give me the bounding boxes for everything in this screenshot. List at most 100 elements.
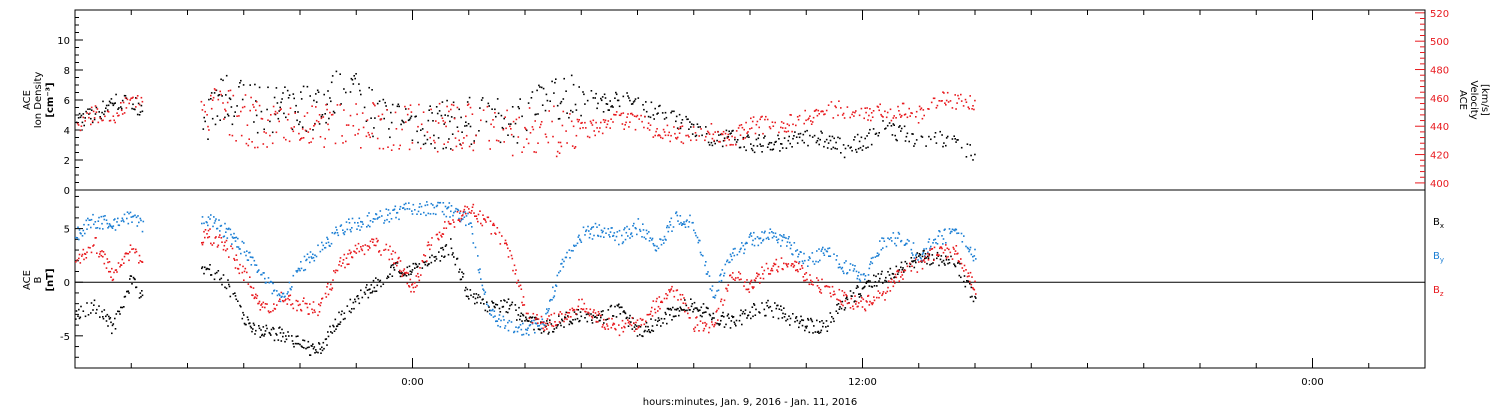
density-point [699,126,701,128]
By-point [904,243,907,246]
Bz-point [515,269,517,271]
Bx-point [768,306,770,309]
Bx-point [494,306,496,309]
Bz-point [203,230,205,233]
density-point [300,91,302,93]
velocity-point [255,109,257,112]
Bz-point [611,317,613,320]
density-point [627,95,629,97]
Bx-point [630,321,632,323]
Bx-point [208,268,211,271]
velocity-point [609,127,611,129]
time-tick-label: 0:00 [401,377,423,388]
Bx-point [203,272,205,275]
velocity-point [923,114,925,117]
Bx-point [849,290,852,292]
Bx-point [467,295,469,298]
Bx-point [84,315,87,318]
velocity-point [938,100,940,102]
By-point [927,241,930,243]
Bz-point [648,313,650,316]
Bx-point [814,331,817,333]
By-point [346,228,349,231]
Bz-point [334,271,337,274]
Bx-point [560,324,562,327]
density-point [302,85,305,88]
Bx-point [219,278,221,281]
Bz-point [401,275,403,278]
By-point [919,256,922,259]
By-point [807,259,810,261]
By-point [768,232,771,234]
density-point [104,110,106,113]
Bz-point [583,302,586,305]
Bz-point [218,236,220,238]
velocity-point [240,134,243,137]
velocity-point [325,104,327,106]
velocity-point [811,121,814,123]
By-point [94,221,97,223]
Bz-point [482,214,484,216]
Bz-point [498,231,501,234]
velocity-point [213,88,216,90]
Bx-point [317,351,319,354]
density-point [914,142,916,145]
density-point [736,139,739,141]
Bx-point [337,323,340,325]
density-point [108,100,111,103]
By-point [549,298,552,301]
legend-Bz: Bz [1433,285,1444,298]
density-point [965,156,968,158]
By-point [837,266,840,269]
Bx-point [476,301,478,304]
density-point [376,102,379,105]
velocity-point [236,115,238,117]
Bz-point [420,274,422,276]
density-point [874,133,877,135]
density-point [778,138,780,140]
Bx-point [123,306,125,308]
Bz-point [582,308,585,310]
Bx-point [858,296,861,298]
Bx-point [681,309,683,311]
Bx-point [728,317,730,319]
By-point [520,328,523,331]
density-point [546,99,549,102]
velocity-point [331,113,334,116]
By-point [408,208,411,210]
Bx-point [873,285,876,287]
By-point [781,239,784,242]
Bx-point [506,301,508,304]
Bz-point [79,262,82,264]
density-point [292,93,295,95]
velocity-point [576,118,579,121]
Bx-point [390,266,392,269]
velocity-point [553,105,555,108]
density-point [93,118,96,121]
Bx-point [840,307,843,310]
velocity-point [940,100,942,102]
Bz-point [882,291,885,293]
By-point [369,225,371,228]
Bz-point [954,250,957,252]
Bz-point [699,320,702,322]
velocity-point [86,112,88,114]
Bx-point [662,322,664,324]
By-point [354,221,356,224]
velocity-point [724,132,727,135]
density-point [98,111,100,113]
Bx-point [372,279,375,282]
velocity-point [475,134,477,137]
By-point [915,253,918,255]
Bx-point [305,347,307,350]
velocity-point [721,133,724,136]
By-point [231,243,233,245]
By-point [900,239,903,242]
By-point [622,241,625,243]
velocity-point [271,142,274,145]
By-point [516,330,519,333]
By-point [843,272,845,275]
Bx-point [818,332,820,334]
Bx-point [614,305,616,308]
Bz-point [112,278,115,281]
